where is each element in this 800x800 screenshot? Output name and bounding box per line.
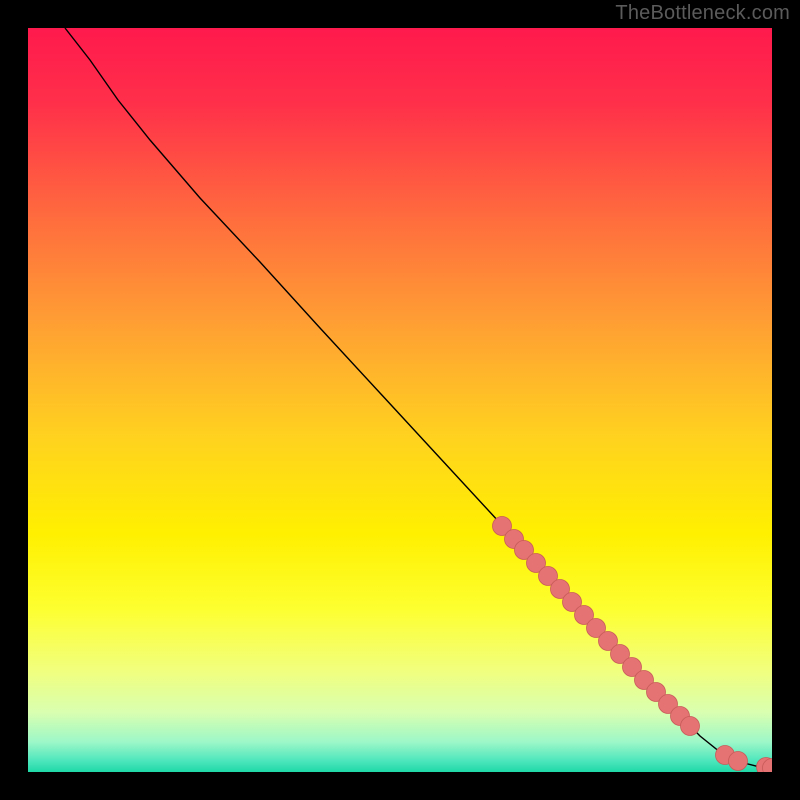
- data-marker: [763, 759, 782, 778]
- bottleneck-chart: [0, 0, 800, 800]
- data-marker: [729, 752, 748, 771]
- plot-background: [28, 28, 772, 772]
- data-marker: [681, 717, 700, 736]
